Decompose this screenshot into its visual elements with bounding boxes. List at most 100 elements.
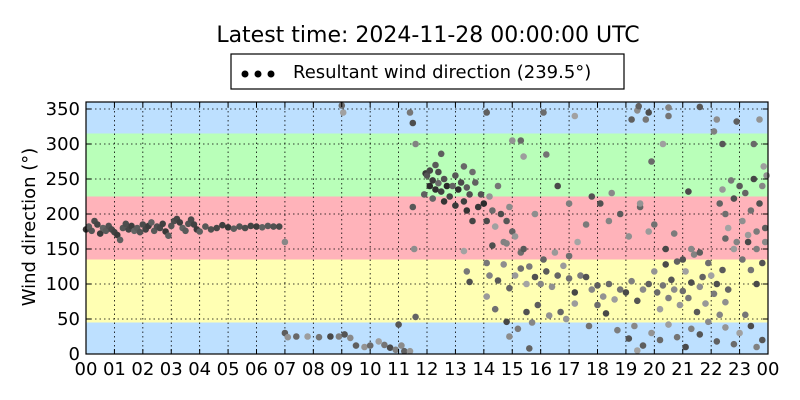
data-point: [491, 305, 499, 313]
data-point: [747, 322, 755, 330]
data-point: [616, 286, 624, 293]
data-point: [699, 273, 706, 281]
x-tick-label: 20: [643, 359, 666, 380]
data-point: [452, 202, 459, 209]
data-point: [656, 305, 664, 313]
data-point: [258, 224, 266, 231]
data-point: [506, 203, 513, 211]
data-point: [645, 280, 652, 288]
data-point: [494, 277, 502, 284]
data-point: [648, 158, 655, 165]
data-point: [682, 268, 689, 275]
data-point: [645, 228, 652, 235]
data-point: [540, 109, 547, 116]
x-tick-label: 08: [302, 359, 325, 380]
data-point: [523, 308, 530, 316]
x-tick-label: 14: [472, 359, 495, 380]
data-point: [713, 280, 721, 288]
data-point: [702, 300, 709, 307]
data-point: [642, 116, 650, 123]
x-tick-label: 21: [671, 359, 694, 380]
data-point: [724, 224, 732, 232]
data-point: [270, 223, 277, 230]
data-point: [526, 345, 533, 352]
data-point: [435, 168, 442, 176]
data-point: [520, 153, 527, 160]
data-point: [315, 333, 323, 341]
x-tick-label: 22: [700, 359, 723, 380]
data-point: [213, 224, 220, 232]
legend: Resultant wind direction (239.5°): [230, 53, 625, 90]
data-point: [486, 193, 493, 200]
data-point: [409, 203, 417, 211]
data-point: [696, 249, 704, 256]
data-point: [736, 182, 743, 190]
data-point: [545, 312, 553, 319]
data-point: [597, 200, 604, 207]
data-point: [102, 227, 110, 235]
data-point: [659, 282, 667, 289]
data-point: [437, 150, 445, 158]
data-point: [190, 221, 198, 228]
data-point: [474, 203, 482, 211]
data-point: [585, 322, 593, 330]
data-point: [653, 289, 661, 296]
data-point: [236, 223, 243, 230]
data-point: [690, 251, 698, 258]
data-point: [750, 140, 758, 148]
x-tick-label: 16: [529, 359, 552, 380]
data-point: [648, 329, 655, 337]
data-point: [594, 301, 601, 309]
data-point: [759, 259, 766, 267]
data-point: [230, 225, 238, 232]
data-point: [253, 223, 260, 230]
data-point: [631, 322, 638, 330]
data-point: [673, 258, 681, 265]
data-point: [366, 342, 374, 349]
data-point: [381, 341, 388, 349]
data-point: [543, 151, 550, 158]
data-point: [565, 200, 573, 207]
data-point: [435, 179, 442, 187]
y-tick-label: 150: [46, 239, 80, 260]
data-point: [176, 219, 184, 226]
data-point: [628, 277, 635, 285]
data-point: [739, 256, 746, 263]
data-point: [537, 280, 544, 288]
data-point: [469, 217, 476, 225]
x-tick-label: 07: [273, 359, 296, 380]
data-point: [241, 224, 249, 232]
data-point: [386, 344, 394, 352]
data-point: [682, 343, 689, 351]
data-point: [716, 311, 723, 319]
data-point: [707, 272, 715, 279]
data-point: [761, 224, 769, 232]
data-point: [730, 340, 738, 348]
data-point: [554, 182, 561, 190]
data-point: [659, 140, 667, 148]
data-point: [651, 221, 658, 228]
data-point: [750, 175, 758, 183]
x-axis: 00 01 02 03 04 05 06 07 08 09 10 11 12 13 14 15 16 17 18 19…: [75, 102, 779, 380]
data-point: [670, 230, 678, 237]
data-point: [722, 210, 729, 218]
data-point: [375, 338, 383, 345]
data-point: [594, 282, 601, 289]
data-point: [503, 318, 510, 326]
data-point: [395, 321, 402, 328]
data-point: [662, 261, 669, 268]
data-point: [423, 172, 431, 179]
data-point: [645, 109, 652, 116]
data-point: [347, 334, 354, 342]
data-point: [483, 293, 491, 300]
data-point: [574, 238, 581, 246]
data-point: [665, 112, 672, 120]
data-point: [582, 273, 590, 281]
data-point: [509, 228, 516, 235]
data-point: [224, 224, 232, 231]
data-point: [635, 102, 642, 110]
y-tick-label: 50: [57, 309, 80, 330]
data-point: [614, 326, 621, 334]
data-point: [207, 226, 215, 233]
data-point: [410, 245, 418, 253]
